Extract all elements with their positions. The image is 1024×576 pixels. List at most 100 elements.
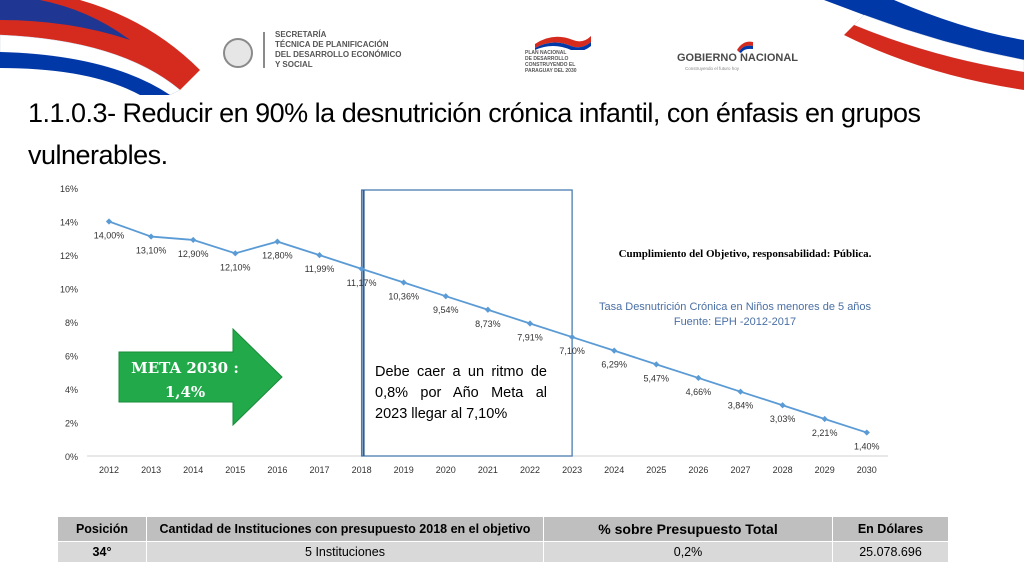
data-point <box>821 415 828 423</box>
x-tick-label: 2019 <box>394 465 414 475</box>
data-point <box>484 306 492 313</box>
y-tick-label: 6% <box>65 352 78 362</box>
flag-ribbon-right <box>824 0 1024 90</box>
data-label: 8,73% <box>475 319 501 329</box>
y-tick-label: 2% <box>65 419 78 429</box>
responsibility-label: Cumplimiento del Objetivo, responsabilid… <box>618 248 872 260</box>
cell-posicion: 34° <box>57 541 147 563</box>
logo-plan-nacional: PLAN NACIONAL DE DESARROLLO CONSTRUYENDO… <box>525 50 577 74</box>
x-tick-label: 2012 <box>99 465 119 475</box>
x-tick-label: 2013 <box>141 465 161 475</box>
chart-svg: 0% 2% 4% 6% 8% 10% 12% 14% 16% 2012 2013 2014 2015 2… <box>60 184 888 475</box>
x-tick-label: 2018 <box>352 465 372 475</box>
x-tick-label: 2014 <box>183 465 203 475</box>
data-label: 9,54% <box>433 305 459 315</box>
data-point <box>358 265 365 273</box>
cell-instituciones: 5 Instituciones <box>146 541 544 563</box>
data-label: 11,99% <box>305 264 335 274</box>
data-label: 13,10% <box>136 246 167 256</box>
data-point <box>400 279 407 286</box>
data-point <box>190 236 197 244</box>
data-label: 7,91% <box>517 333 543 343</box>
x-tick-label: 2025 <box>646 465 666 475</box>
header-instituciones: Cantidad de Instituciones con presupuest… <box>146 516 544 542</box>
data-point <box>863 429 870 436</box>
data-label: 5,47% <box>644 373 670 383</box>
y-tick-label: 4% <box>65 385 78 395</box>
x-tick-label: 2015 <box>225 465 245 475</box>
data-label: 2,21% <box>812 428 838 438</box>
data-label: 12,90% <box>178 249 209 259</box>
data-point <box>442 293 449 300</box>
data-label: 12,80% <box>262 251 293 261</box>
y-tick-label: 0% <box>65 452 78 462</box>
x-tick-label: 2028 <box>773 465 793 475</box>
data-label: 3,03% <box>770 414 796 424</box>
x-tick-label: 2021 <box>478 465 498 475</box>
x-tick-label: 2020 <box>436 465 456 475</box>
logo-gobierno-tagline: Construyendo el futuro hoy <box>685 66 740 71</box>
data-point <box>232 250 239 257</box>
x-axis: 2012 2013 2014 2015 2016 2017 2018 2019 2020 2021… <box>99 465 877 475</box>
x-tick-label: 2024 <box>604 465 624 475</box>
header-dolares: En Dólares <box>832 516 949 542</box>
y-axis: 0% 2% 4% 6% 8% 10% 12% 14% 16% <box>60 184 78 462</box>
source-line1: Tasa Desnutrición Crónica en Niños menor… <box>598 301 872 313</box>
x-tick-label: 2017 <box>309 465 329 475</box>
data-point <box>653 361 660 368</box>
logo-divider <box>263 32 265 68</box>
data-point <box>695 374 702 382</box>
y-tick-label: 16% <box>60 184 78 194</box>
data-point <box>526 320 534 327</box>
x-tick-label: 2022 <box>520 465 540 475</box>
data-label: 14,00% <box>94 231 125 241</box>
table-header-row: Posición Cantidad de Instituciones con p… <box>57 516 949 542</box>
data-point <box>316 252 323 259</box>
meta-arrow-icon <box>118 328 283 426</box>
table-row: 34° 5 Instituciones 0,2% 25.078.696 <box>57 541 949 563</box>
data-point <box>105 218 113 225</box>
logo-secretaria: SECRETARÍA TÉCNICA DE PLANIFICACIÓN DEL … <box>275 30 402 69</box>
cell-porcentaje: 0,2% <box>543 541 833 563</box>
y-tick-label: 8% <box>65 318 78 328</box>
data-label: 11,17% <box>347 278 377 288</box>
logo-gobierno-nacional: GOBIERNO NACIONAL <box>677 52 798 64</box>
data-label: 4,66% <box>686 387 712 397</box>
cell-dolares: 25.078.696 <box>832 541 949 563</box>
x-tick-label: 2027 <box>730 465 750 475</box>
rate-note: Debe caer a un ritmo de 0,8% por Año Met… <box>375 364 547 422</box>
national-seal-icon <box>223 38 253 68</box>
data-label: 6,29% <box>601 360 627 370</box>
source-caption: Tasa Desnutrición Crónica en Niños menor… <box>590 300 880 330</box>
x-tick-label: 2023 <box>562 465 582 475</box>
gobierno-ribbon-icon <box>737 41 753 53</box>
data-label: 7,10% <box>559 346 585 356</box>
data-label: 10,36% <box>388 291 419 301</box>
y-tick-label: 10% <box>60 285 78 295</box>
highlight-box <box>360 189 573 457</box>
budget-table: Posición Cantidad de Instituciones con p… <box>57 516 949 563</box>
data-point <box>611 347 618 354</box>
data-label: 3,84% <box>728 401 754 411</box>
data-label: 12,10% <box>220 262 251 272</box>
plan-nacional-ribbon-icon <box>535 36 591 50</box>
flag-ribbon-left <box>0 0 200 95</box>
data-point <box>568 333 576 341</box>
y-tick-label: 12% <box>60 251 78 261</box>
data-point <box>274 238 281 245</box>
data-point <box>147 233 155 240</box>
header-logos: SECRETARÍA TÉCNICA DE PLANIFICACIÓN DEL … <box>215 30 835 75</box>
meta-value: 1,4% <box>164 383 206 401</box>
data-point <box>737 388 744 395</box>
header-posicion: Posición <box>57 516 147 542</box>
x-tick-label: 2029 <box>815 465 835 475</box>
meta-callout: META 2030 : 1,4% <box>120 356 250 404</box>
page-title: 1.1.0.3- Reducir en 90% la desnutrición … <box>28 98 921 170</box>
y-tick-label: 14% <box>60 218 78 228</box>
meta-label: META 2030 : <box>131 359 239 377</box>
data-point <box>779 402 786 409</box>
source-line2: Fuente: EPH -2012-2017 <box>673 316 797 328</box>
header-porcentaje: % sobre Presupuesto Total <box>543 516 833 542</box>
x-tick-label: 2026 <box>688 465 708 475</box>
data-label: 1,40% <box>854 442 880 452</box>
